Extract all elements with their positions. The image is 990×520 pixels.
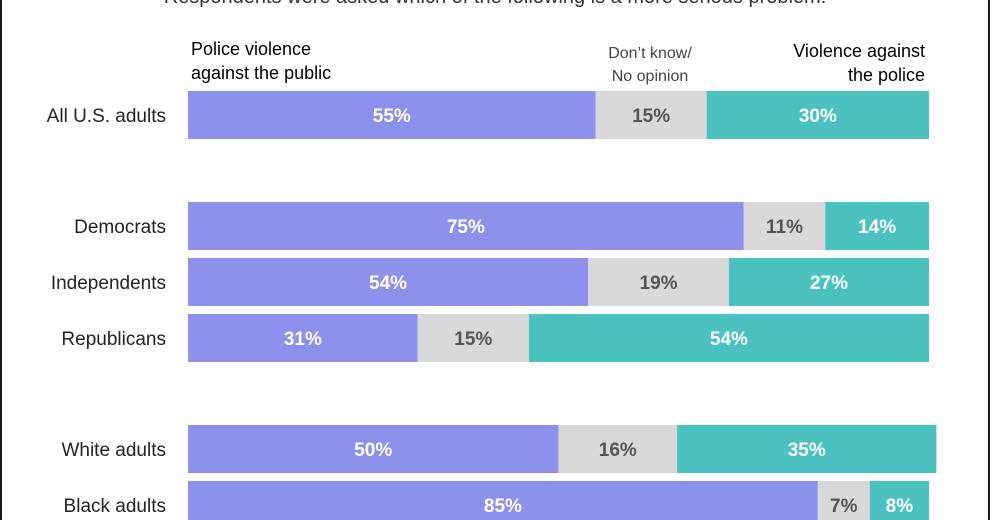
bar-democrats-police-violence: [188, 202, 744, 250]
value-label-all-u-s-adults-dont-know: 15%: [632, 106, 670, 127]
bar-independents-dont-know: [588, 258, 729, 306]
legend-dont-know-line1: Don’t know/: [608, 45, 692, 62]
frame-left-border: [0, 0, 2, 520]
value-label-all-u-s-adults-violence-against-police: 30%: [799, 106, 837, 127]
legend-violence-against-police: Violence against the police: [793, 39, 925, 87]
value-label-republicans-police-violence: 31%: [284, 329, 322, 350]
category-label-all-u-s-adults: All U.S. adults: [47, 106, 166, 127]
legend-police-violence: Police violence against the public: [191, 37, 331, 85]
category-label-republicans: Republicans: [61, 329, 166, 350]
value-label-white-adults-violence-against-police: 35%: [788, 440, 826, 461]
category-label-white-adults: White adults: [61, 440, 166, 461]
bar-all-u-s-adults-police-violence: [188, 91, 596, 139]
value-label-white-adults-police-violence: 50%: [354, 440, 392, 461]
value-label-black-adults-dont-know: 7%: [830, 496, 858, 517]
bar-white-adults-police-violence: [188, 425, 559, 473]
bar-republicans-police-violence: [188, 314, 418, 362]
legend-violence-against-police-line2: the police: [847, 65, 925, 85]
bar-republicans-dont-know: [417, 314, 529, 362]
value-label-black-adults-police-violence: 85%: [484, 496, 522, 517]
value-label-white-adults-dont-know: 16%: [599, 440, 637, 461]
legend-dont-know: Don’t know/ No opinion: [560, 42, 740, 88]
value-label-all-u-s-adults-police-violence: 55%: [373, 106, 411, 127]
bar-white-adults-dont-know: [558, 425, 678, 473]
value-label-independents-dont-know: 19%: [640, 273, 678, 294]
bar-republicans-violence-against-police: [528, 314, 929, 362]
bar-all-u-s-adults-violence-against-police: [706, 91, 929, 139]
category-label-democrats: Democrats: [74, 217, 166, 238]
value-label-black-adults-violence-against-police: 8%: [886, 496, 914, 517]
category-label-independents: Independents: [51, 273, 166, 294]
legend-police-violence-line2: against the public: [191, 63, 332, 83]
value-label-democrats-dont-know: 11%: [766, 217, 803, 238]
bar-black-adults-police-violence: [188, 481, 818, 520]
value-label-independents-police-violence: 54%: [369, 273, 407, 294]
value-label-republicans-violence-against-police: 54%: [710, 329, 748, 350]
legend-police-violence-line1: Police violence: [191, 39, 312, 59]
bar-independents-violence-against-police: [728, 258, 929, 306]
category-label-black-adults: Black adults: [64, 496, 166, 517]
value-label-independents-violence-against-police: 27%: [810, 273, 848, 294]
value-label-republicans-dont-know: 15%: [454, 329, 492, 350]
bar-black-adults-dont-know: [817, 481, 870, 520]
bar-black-adults-violence-against-police: [869, 481, 929, 520]
bar-democrats-violence-against-police: [825, 202, 929, 250]
bar-democrats-dont-know: [743, 202, 826, 250]
bar-all-u-s-adults-dont-know: [595, 91, 707, 139]
value-label-democrats-police-violence: 75%: [447, 217, 485, 238]
legend-dont-know-line2: No opinion: [611, 68, 689, 85]
value-label-democrats-violence-against-police: 14%: [858, 217, 896, 238]
chart-subtitle: Respondents were asked which of the foll…: [0, 0, 990, 9]
bar-independents-police-violence: [188, 258, 589, 306]
bar-white-adults-violence-against-police: [677, 425, 937, 473]
legend-violence-against-police-line1: Violence against: [793, 41, 925, 61]
frame-right-border: [988, 0, 990, 520]
